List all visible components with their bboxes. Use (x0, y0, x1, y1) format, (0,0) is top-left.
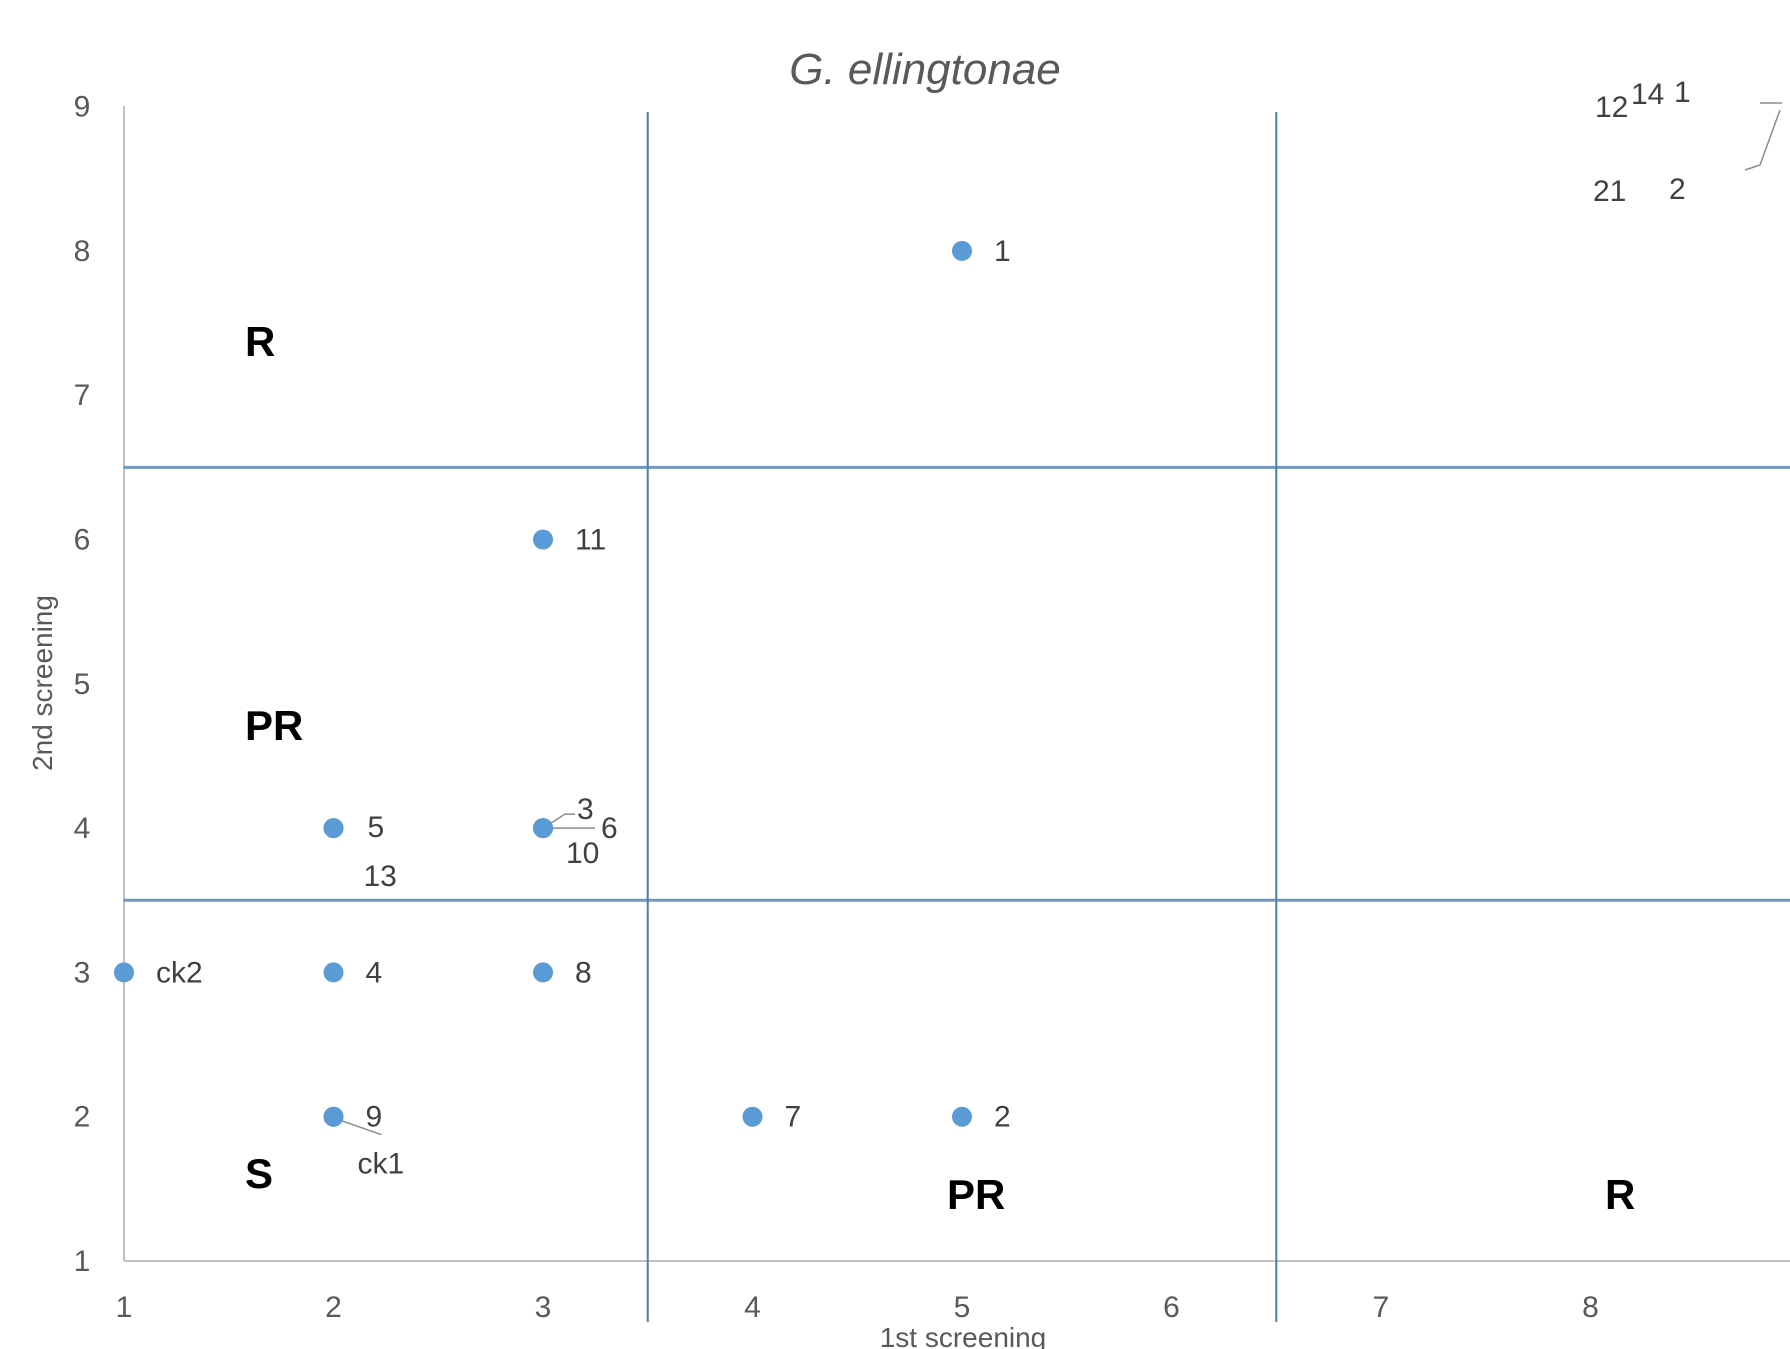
data-point-label: ck1 (358, 1148, 405, 1181)
data-point (742, 1106, 763, 1127)
data-point-label: 6 (601, 812, 618, 845)
y-tick-label: 2 (74, 1101, 91, 1134)
region-label-r-bottom-right: R (1605, 1171, 1635, 1218)
data-point (114, 962, 134, 983)
data-point-label: 13 (364, 860, 397, 893)
region-label-s-bottom-left: S (245, 1150, 273, 1197)
x-tick-label: 6 (1163, 1291, 1180, 1324)
y-tick-label: 1 (74, 1245, 91, 1278)
data-point-label: 4 (366, 956, 383, 989)
data-point (533, 529, 553, 550)
data-point-label: 12 (1595, 91, 1628, 124)
y-tick-label: 7 (74, 379, 91, 412)
data-point (533, 962, 553, 983)
region-label-pr-bottom-middle: PR (947, 1171, 1005, 1218)
data-point (323, 1106, 344, 1127)
x-tick-label: 2 (325, 1291, 342, 1324)
data-points (114, 240, 972, 1127)
region-label-r-top-left: R (245, 318, 275, 365)
data-point (952, 240, 972, 261)
x-tick-label: 5 (954, 1291, 971, 1324)
data-point (952, 1106, 972, 1127)
x-axis-label: 1st screening (880, 1322, 1047, 1349)
chart-title: G. ellingtonae (789, 45, 1061, 94)
data-point-label: 7 (785, 1101, 802, 1134)
leader-line (341, 1119, 382, 1136)
data-point-label: 21 (1593, 175, 1626, 208)
data-point-label: 11 (575, 524, 606, 557)
x-tick-label: 8 (1582, 1291, 1599, 1324)
region-label-pr-middle-left: PR (245, 702, 303, 749)
data-point-label: ck2 (156, 956, 203, 989)
y-tick-labels: 1 2 3 4 5 6 7 8 9 (74, 91, 91, 1278)
y-axis-label: 2nd screening (27, 595, 58, 771)
data-point-label: 14 (1631, 78, 1664, 111)
x-tick-label: 7 (1373, 1291, 1390, 1324)
data-point-label: 1 (994, 235, 1011, 268)
data-point-label: 3 (577, 793, 594, 826)
label-leader-lines (341, 102, 1782, 1136)
data-point-label: 8 (575, 956, 592, 989)
data-point-label: 1 (1674, 76, 1691, 109)
leader-line (1744, 109, 1781, 171)
y-tick-label: 3 (74, 956, 91, 989)
x-tick-label: 1 (116, 1291, 133, 1324)
data-point-label: 10 (566, 837, 599, 870)
x-tick-label: 3 (535, 1291, 552, 1324)
data-point-label: 9 (366, 1101, 383, 1134)
y-tick-label: 4 (74, 812, 91, 845)
y-tick-label: 9 (74, 91, 91, 124)
data-point (323, 818, 344, 839)
y-tick-label: 5 (74, 668, 91, 701)
region-dividers (124, 112, 1790, 1322)
data-point (323, 962, 344, 983)
data-point (533, 818, 553, 839)
data-point-label: 5 (368, 811, 385, 844)
data-point-label: 2 (1669, 173, 1686, 206)
x-tick-label: 4 (744, 1291, 761, 1324)
y-tick-label: 8 (74, 235, 91, 268)
data-point-label: 2 (994, 1101, 1011, 1134)
y-tick-label: 6 (74, 524, 91, 557)
